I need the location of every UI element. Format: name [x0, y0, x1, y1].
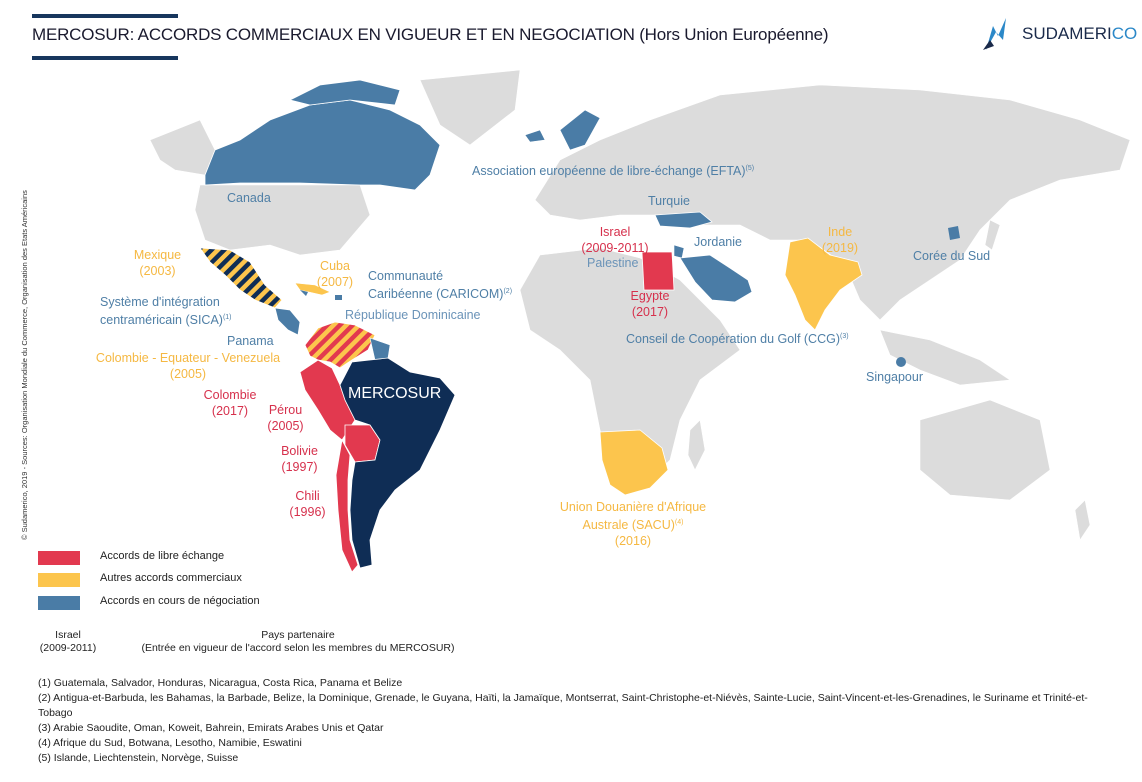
logo-text: SUDAMERICO — [1022, 24, 1138, 43]
top-bar-bottom — [32, 56, 178, 60]
sica-region — [274, 307, 301, 336]
top-bar-left — [32, 14, 178, 18]
label-cev: Colombie - Equateur - Venezuela (2005) — [95, 351, 281, 381]
page-title: MERCOSUR: ACCORDS COMMERCIAUX EN VIGUEUR… — [32, 25, 829, 44]
canada-region — [204, 99, 441, 191]
label-panama: Panama — [227, 334, 274, 348]
turquie-region — [654, 211, 713, 229]
singapour-dot — [896, 357, 906, 367]
label-mercosur: MERCOSUR — [348, 385, 442, 402]
legend-swatch-other — [38, 573, 80, 587]
label-sica: Système d'intégration centraméricain (SI… — [100, 295, 232, 328]
caricom-region — [300, 290, 342, 300]
land-grey — [149, 69, 1131, 541]
label-bolivie: Bolivie (1997) — [281, 444, 318, 474]
arctic-islands — [288, 79, 401, 106]
label-efta: Association européenne de libre-échange … — [472, 164, 755, 179]
label-cuba: Cuba (2007) — [316, 259, 354, 289]
footnote: (5) Islande, Liechtenstein, Norvège, Sui… — [38, 752, 239, 764]
legend-swatch-negotiation — [38, 596, 80, 610]
label-chili: Chili (1996) — [289, 489, 326, 519]
key-description: Pays partenaire (Entrée en vigueur de l'a… — [141, 629, 455, 654]
key-example: Israel (2009-2011) — [39, 629, 97, 654]
footnote: (4) Afrique du Sud, Botwana, Lesotho, Na… — [38, 737, 302, 749]
label-inde: Inde (2019) — [821, 225, 859, 255]
label-canada: Canada — [227, 191, 271, 205]
label-sacu: Union Douanière d'Afrique Australe (SACU… — [559, 500, 707, 549]
guyana-region — [369, 337, 391, 361]
label-colombie: Colombie (2017) — [203, 388, 257, 418]
label-perou: Pérou (2005) — [267, 403, 304, 433]
label-turquie: Turquie — [648, 194, 690, 208]
label-coree: Corée du Sud — [913, 249, 991, 263]
footnote: (3) Arabie Saoudite, Oman, Koweit, Bahre… — [38, 722, 384, 734]
mercosur-region — [339, 357, 456, 569]
legend-label: Autres accords commerciaux — [100, 572, 242, 584]
label-mexique: Mexique (2003) — [133, 248, 182, 278]
label-egypte: Egypte (2017) — [630, 289, 670, 319]
sacu-region — [599, 429, 669, 496]
footnote: (1) Guatemala, Salvador, Honduras, Nicar… — [38, 677, 403, 689]
cev-region — [304, 321, 376, 369]
label-israel: Israel (2009-2011) — [581, 225, 649, 255]
inde-region — [784, 237, 863, 331]
coree-region — [948, 226, 960, 240]
legend-label: Accords de libre échange — [100, 550, 225, 562]
legend-swatch-free-trade — [38, 551, 80, 565]
egypte-region — [641, 251, 675, 291]
label-ccg: Conseil de Coopération du Golf (CCG)(3) — [626, 332, 849, 347]
cuba-region — [294, 282, 331, 296]
jordanie-region — [673, 244, 685, 259]
label-caricom: Communauté Caribéenne (CARICOM)(2) — [368, 269, 513, 302]
label-singapour: Singapour — [866, 370, 923, 384]
legend-label: Accords en cours de négociation — [100, 595, 260, 607]
label-jordanie: Jordanie — [694, 235, 742, 249]
footnotes: (1) Guatemala, Salvador, Honduras, Nicar… — [38, 676, 1098, 766]
label-rep-dom: République Dominicaine — [345, 308, 481, 322]
footnote: (2) Antigua-et-Barbuda, les Bahamas, la … — [38, 692, 1088, 719]
label-palestine: Palestine — [587, 256, 639, 270]
ccg-region — [679, 254, 753, 303]
efta-region — [524, 109, 601, 151]
chili-region — [335, 438, 359, 573]
